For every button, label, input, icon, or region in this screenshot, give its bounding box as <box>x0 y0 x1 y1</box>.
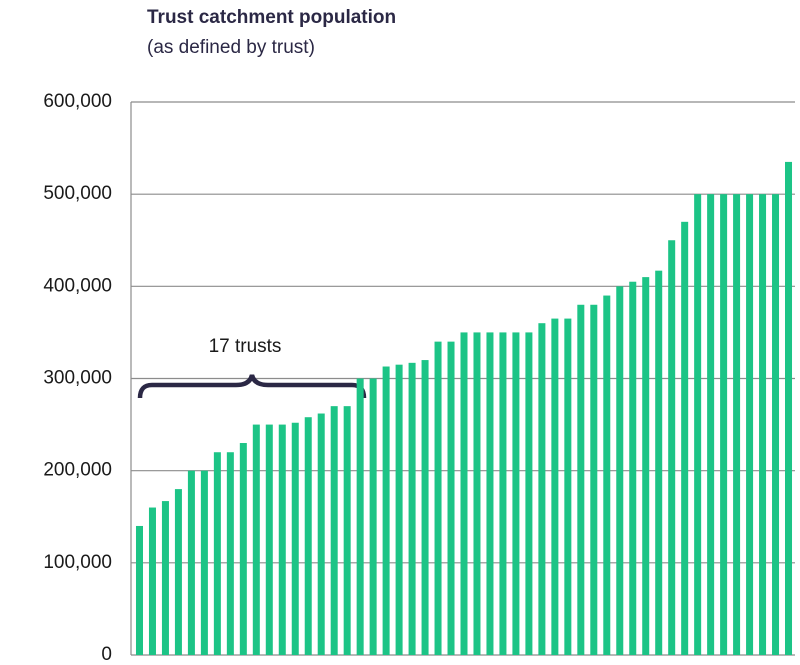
bar <box>135 525 143 655</box>
bar <box>564 318 572 655</box>
bar <box>174 489 182 655</box>
bar <box>226 452 234 655</box>
y-tick-label: 200,000 <box>43 460 112 481</box>
bar <box>304 417 312 655</box>
bar <box>733 194 741 655</box>
bar <box>460 332 468 655</box>
bar <box>265 424 273 655</box>
bar <box>434 341 442 655</box>
bar <box>681 221 689 656</box>
bar <box>148 507 156 655</box>
bar <box>499 332 507 655</box>
bar <box>330 406 338 655</box>
bar <box>538 323 546 655</box>
bar <box>759 194 767 655</box>
bar <box>577 304 585 655</box>
bar <box>239 443 247 655</box>
bar <box>278 424 286 655</box>
bar <box>317 413 325 655</box>
y-tick-label: 600,000 <box>43 91 112 112</box>
bar <box>369 378 377 655</box>
chart-subtitle: (as defined by trust) <box>147 37 315 58</box>
bar <box>512 332 520 655</box>
bar <box>213 452 221 655</box>
bar <box>343 406 351 655</box>
bar <box>720 194 728 655</box>
bar <box>590 304 598 655</box>
y-tick-label: 500,000 <box>43 183 112 204</box>
bar <box>551 318 559 655</box>
y-tick-label: 100,000 <box>43 552 112 573</box>
bar <box>187 470 195 655</box>
bar <box>356 378 364 655</box>
bar <box>694 194 702 655</box>
annotation: 17 trusts <box>209 336 282 357</box>
bar <box>473 332 481 655</box>
bar <box>629 281 637 655</box>
bar <box>785 161 793 656</box>
bar <box>525 332 533 655</box>
bar <box>395 364 403 655</box>
bar <box>655 270 663 655</box>
y-tick-label: 400,000 <box>43 275 112 296</box>
bar <box>408 362 416 655</box>
bar <box>291 422 299 655</box>
bar <box>200 470 208 655</box>
bar <box>642 277 650 655</box>
bar <box>746 194 754 655</box>
chart-title: Trust catchment population <box>147 7 396 28</box>
bar <box>707 194 715 655</box>
bar <box>668 240 676 655</box>
bar <box>421 360 429 655</box>
bar <box>447 341 455 655</box>
bar <box>486 332 494 655</box>
bar <box>603 295 611 655</box>
bar <box>772 194 780 655</box>
bar <box>382 366 390 655</box>
y-tick-label: 0 <box>101 644 112 665</box>
bar <box>161 501 169 655</box>
y-tick-label: 300,000 <box>43 368 112 389</box>
bar <box>252 424 260 655</box>
bar <box>616 286 624 655</box>
